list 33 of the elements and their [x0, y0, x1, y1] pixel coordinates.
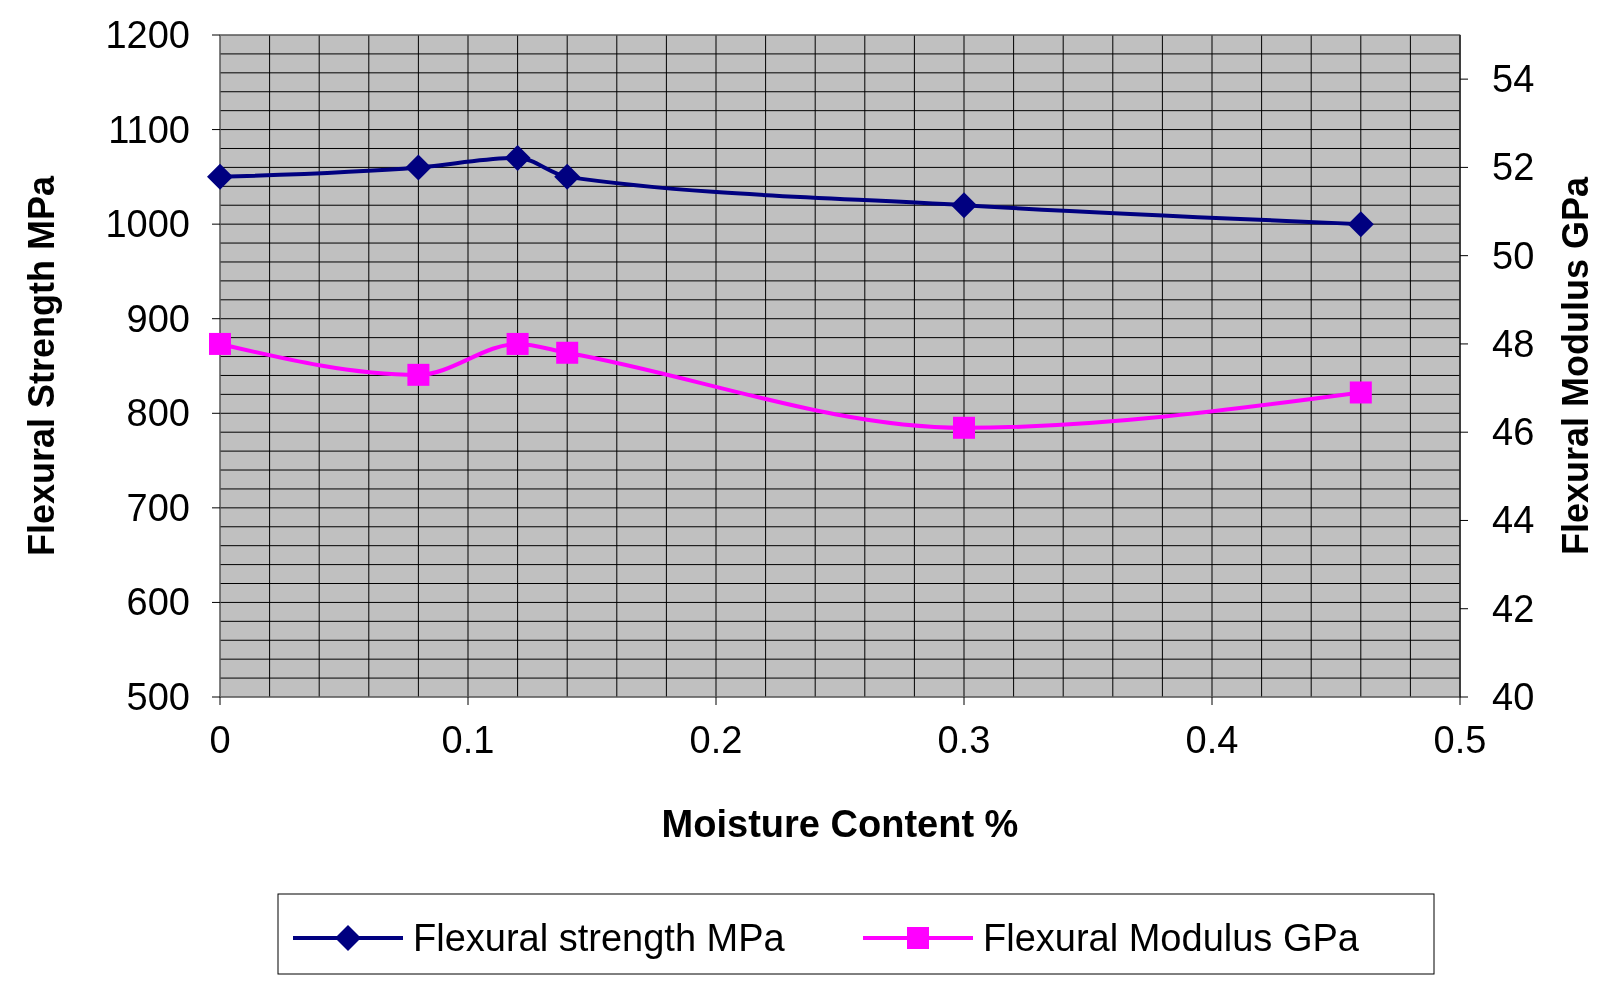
y-axis-title: Flexural Strength MPa [21, 174, 62, 557]
y2-tick-label: 52 [1492, 146, 1535, 189]
point [953, 416, 975, 439]
legend-label: Flexural Modulus GPa [983, 917, 1360, 959]
y2-tick-label: 50 [1492, 234, 1535, 277]
y2-tick-label: 44 [1492, 499, 1535, 542]
point [1349, 381, 1372, 404]
x-tick-label: 0.5 [1433, 719, 1487, 761]
y-tick-label: 900 [126, 297, 190, 340]
y2-tick-label: 40 [1492, 676, 1535, 718]
y-tick-label: 1200 [105, 14, 190, 56]
legend-label: Flexural strength MPa [413, 917, 786, 959]
y-tick-label: 1000 [105, 203, 190, 246]
point [506, 332, 529, 355]
x-tick-label: 0.1 [441, 719, 495, 761]
y-tick-label: 1100 [108, 108, 190, 151]
x-tick-label: 0.2 [689, 719, 743, 761]
x-tick-label: 0.4 [1185, 719, 1239, 761]
x-axis-title: Moisture Content % [661, 803, 1019, 845]
y2-tick-label: 54 [1492, 58, 1535, 101]
y-tick-label: 700 [126, 486, 190, 529]
y-tick-label: 600 [126, 581, 190, 624]
x-tick-label: 0.3 [937, 719, 991, 761]
y2-tick-label: 46 [1492, 411, 1535, 454]
y-tick-label: 500 [126, 676, 190, 718]
point [209, 332, 231, 355]
y2-axis-title: Flexural Modulus GPa [1555, 175, 1596, 556]
x-tick-label: 0 [209, 719, 231, 761]
point [407, 363, 430, 386]
y-tick-label: 800 [126, 392, 190, 435]
y2-tick-label: 42 [1492, 587, 1535, 630]
y2-tick-label: 48 [1492, 322, 1535, 365]
point [556, 341, 579, 364]
